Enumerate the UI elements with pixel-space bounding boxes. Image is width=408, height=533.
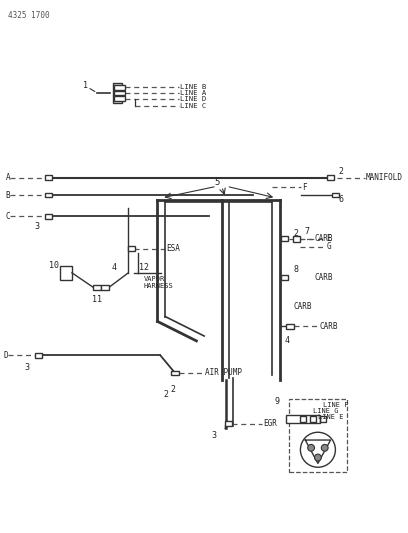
Text: 4325 1700: 4325 1700 (8, 11, 49, 20)
Text: 3: 3 (24, 362, 29, 372)
Bar (282, 236, 288, 241)
Bar (286, 415, 320, 423)
Text: E: E (327, 235, 331, 243)
Text: LINE E: LINE E (318, 414, 344, 419)
Bar (45, 175, 52, 180)
Text: LINE D: LINE D (180, 96, 206, 102)
Bar (114, 91, 125, 95)
Text: 11: 11 (92, 295, 102, 304)
Bar (225, 421, 232, 426)
Text: 2: 2 (170, 385, 175, 394)
Text: 5: 5 (214, 178, 220, 187)
Text: 12: 12 (139, 263, 149, 272)
Bar (320, 416, 326, 422)
Text: CARB: CARB (294, 302, 312, 311)
Text: 9: 9 (274, 397, 279, 406)
Text: EGR: EGR (264, 419, 277, 428)
Text: CARB: CARB (320, 322, 338, 331)
Circle shape (315, 454, 322, 461)
Text: 2: 2 (294, 229, 299, 238)
Bar (113, 83, 122, 103)
Text: 6: 6 (338, 196, 343, 204)
Text: LINE A: LINE A (180, 90, 206, 96)
Text: CARB: CARB (315, 235, 333, 243)
Bar (300, 416, 306, 422)
Text: 4: 4 (112, 263, 117, 272)
Bar (114, 96, 125, 101)
Text: 10: 10 (49, 261, 59, 270)
Text: G: G (327, 242, 331, 251)
Bar (286, 324, 294, 329)
Text: 2: 2 (338, 167, 343, 176)
Bar (45, 192, 52, 197)
Bar (101, 285, 109, 290)
Bar (93, 285, 101, 290)
Text: ESA: ESA (166, 244, 180, 253)
Text: VAPOR
HARNESS: VAPOR HARNESS (144, 276, 174, 289)
Text: CARB: CARB (315, 273, 333, 282)
Text: MANIFOLD: MANIFOLD (366, 173, 403, 182)
Text: AIR PUMP: AIR PUMP (205, 368, 242, 377)
Bar (60, 266, 72, 280)
Bar (282, 275, 288, 280)
Circle shape (322, 445, 328, 451)
Bar (45, 214, 52, 219)
Text: B: B (6, 190, 11, 199)
Bar (128, 246, 135, 252)
Bar (327, 175, 334, 180)
Bar (171, 370, 179, 375)
Text: LINE C: LINE C (180, 102, 206, 109)
Text: 1: 1 (83, 80, 88, 90)
Bar (310, 416, 316, 422)
Bar (114, 85, 125, 90)
Text: D: D (4, 351, 9, 360)
Text: F: F (302, 183, 307, 192)
Text: 3: 3 (211, 431, 216, 440)
Text: LINE F: LINE F (323, 402, 348, 408)
Bar (289, 399, 347, 472)
Text: 4: 4 (285, 336, 290, 345)
Text: 7: 7 (304, 227, 309, 236)
Text: C: C (6, 212, 11, 221)
Bar (35, 353, 42, 358)
Bar (293, 236, 300, 241)
Text: LINE B: LINE B (180, 84, 206, 90)
Bar (332, 192, 339, 197)
Text: 8: 8 (294, 265, 299, 274)
Circle shape (308, 445, 315, 451)
Text: LINE G: LINE G (313, 408, 339, 414)
Text: 3: 3 (34, 222, 39, 231)
Text: 2: 2 (163, 390, 169, 399)
Text: A: A (6, 173, 11, 182)
